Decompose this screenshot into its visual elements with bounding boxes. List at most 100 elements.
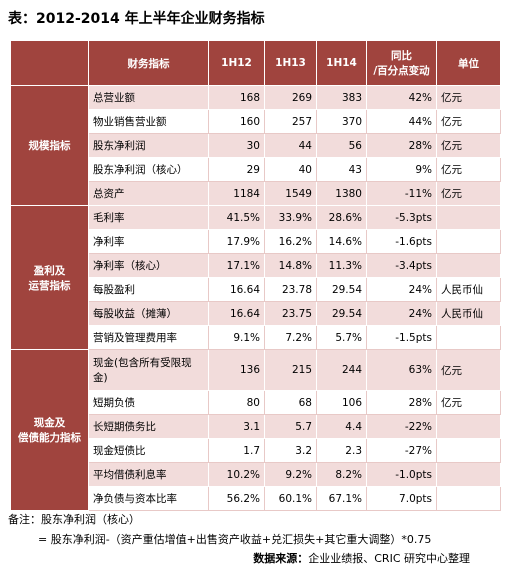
table-cell: 1549	[264, 181, 317, 206]
table-row: 长短期债务比 3.1 5.7 4.4 -22%	[11, 414, 501, 439]
table-cell: 44	[264, 133, 317, 158]
table-cell: 23.75	[264, 301, 317, 326]
header-cell: 单位	[436, 40, 501, 86]
source-text: 企业业绩报、CRIC 研究中心整理	[308, 552, 470, 565]
table-row: 净负债与资本比率 56.2% 60.1% 67.1% 7.0pts	[11, 486, 501, 511]
table-cell: 106	[316, 390, 367, 415]
header-row: 财务指标 1H12 1H13 1H14 同比 /百分点变动 单位	[10, 40, 501, 86]
table-cell: 43	[316, 157, 367, 182]
table-cell: 24%	[366, 277, 437, 302]
table-cell: 每股收益（摊薄）	[88, 301, 209, 326]
source-label: 数据来源：	[253, 552, 309, 565]
table-cell: -3.4pts	[366, 253, 437, 278]
table-row: 净利率 17.9% 16.2% 14.6% -1.6pts	[11, 229, 501, 254]
table-cell: 亿元	[436, 349, 501, 391]
table-cell: 股东净利润	[88, 133, 209, 158]
table-cell: 29	[208, 157, 265, 182]
table-cell: 现金(包含所有受限现金)	[88, 349, 209, 391]
table-cell: 244	[316, 349, 367, 391]
table-cell: 平均借债利息率	[88, 462, 209, 487]
table-cell: 长短期债务比	[88, 414, 209, 439]
table-cell: 215	[264, 349, 317, 391]
source: 数据来源：企业业绩报、CRIC 研究中心整理	[253, 550, 470, 566]
table-cell: 383	[316, 85, 367, 110]
table-cell: 5.7%	[316, 325, 367, 350]
table-cell: 净负债与资本比率	[88, 486, 209, 511]
table-cell: 28%	[366, 390, 437, 415]
table-cell	[436, 462, 501, 487]
table-cell: 亿元	[436, 109, 501, 134]
table-cell: 现金短债比	[88, 438, 209, 463]
table-cell: 7.0pts	[366, 486, 437, 511]
notes: 备注：股东净利润（核心） = 股东净利润-（资产重估增值+出售资产收益+兑汇损失…	[8, 510, 431, 550]
table-cell: 29.54	[316, 277, 367, 302]
table-cell: 17.1%	[208, 253, 265, 278]
table-cell: 29.54	[316, 301, 367, 326]
table-cell: 63%	[366, 349, 437, 391]
table-row: 股东净利润（核心） 29 40 43 9% 亿元	[11, 157, 501, 182]
table-cell: -1.5pts	[366, 325, 437, 350]
financial-table: 财务指标 1H12 1H13 1H14 同比 /百分点变动 单位 规模指标 总营业额 168 2…	[10, 40, 501, 511]
table-cell: 1.7	[208, 438, 265, 463]
group-label: 规模指标	[10, 85, 89, 206]
formula: = 股东净利润-（资产重估增值+出售资产收益+兑汇损失+其它重大调整）*0.75	[38, 533, 432, 546]
table-cell: -22%	[366, 414, 437, 439]
table-cell: 42%	[366, 85, 437, 110]
table-row: 营销及管理费用率 9.1% 7.2% 5.7% -1.5pts	[11, 325, 501, 350]
table-cell: 67.1%	[316, 486, 367, 511]
header-cell: 1H12	[208, 40, 265, 86]
table-cell: 41.5%	[208, 205, 265, 230]
table-cell: 269	[264, 85, 317, 110]
table-cell: 1380	[316, 181, 367, 206]
table-cell: 物业销售营业额	[88, 109, 209, 134]
table-body: 规模指标 总营业额 168 269 383 42% 亿元 物业销售营业额 160 257 370 44…	[10, 85, 501, 511]
table-cell: 9.2%	[264, 462, 317, 487]
table-cell: 80	[208, 390, 265, 415]
table-cell: 370	[316, 109, 367, 134]
header-cell: 1H14	[316, 40, 367, 86]
table-row: 现金短债比 1.7 3.2 2.3 -27%	[11, 438, 501, 463]
table-row: 盈利及 运营指标 毛利率 41.5% 33.9% 28.6% -5.3pts	[10, 205, 501, 350]
header-cell: 同比 /百分点变动	[366, 40, 437, 86]
table-cell: 9%	[366, 157, 437, 182]
table-cell: 9.1%	[208, 325, 265, 350]
table-cell: 7.2%	[264, 325, 317, 350]
table-cell: -5.3pts	[366, 205, 437, 230]
header-cell: 1H13	[264, 40, 317, 86]
table-row: 每股盈利 16.64 23.78 29.54 24% 人民币仙	[11, 277, 501, 302]
table-cell: 3.2	[264, 438, 317, 463]
table-cell: 136	[208, 349, 265, 391]
table-row: 净利率（核心） 17.1% 14.8% 11.3% -3.4pts	[11, 253, 501, 278]
table-cell	[436, 205, 501, 230]
table-cell	[436, 229, 501, 254]
table-cell: 1184	[208, 181, 265, 206]
table-cell: 股东净利润（核心）	[88, 157, 209, 182]
table-row: 股东净利润 30 44 56 28% 亿元	[11, 133, 501, 158]
table-cell: 16.64	[208, 277, 265, 302]
table-cell: 44%	[366, 109, 437, 134]
table-cell: 亿元	[436, 133, 501, 158]
table-cell: 每股盈利	[88, 277, 209, 302]
table-cell: 5.7	[264, 414, 317, 439]
table-cell	[436, 438, 501, 463]
header-cell	[10, 40, 89, 86]
table-cell: 8.2%	[316, 462, 367, 487]
table-cell: 亿元	[436, 85, 501, 110]
table-cell: 23.78	[264, 277, 317, 302]
table-cell	[436, 325, 501, 350]
table-cell: 16.2%	[264, 229, 317, 254]
table-cell: 17.9%	[208, 229, 265, 254]
table-cell: 总营业额	[88, 85, 209, 110]
table-row: 物业销售营业额 160 257 370 44% 亿元	[11, 109, 501, 134]
table-cell	[436, 486, 501, 511]
table-cell: 短期负债	[88, 390, 209, 415]
table-cell: -1.6pts	[366, 229, 437, 254]
table-row: 规模指标 总营业额 168 269 383 42% 亿元	[10, 85, 501, 206]
group-label: 盈利及 运营指标	[10, 205, 89, 350]
table-cell: 56	[316, 133, 367, 158]
table-cell: 56.2%	[208, 486, 265, 511]
table-row: 平均借债利息率 10.2% 9.2% 8.2% -1.0pts	[11, 462, 501, 487]
table-cell: 257	[264, 109, 317, 134]
table-row: 现金及 偿债能力指标 现金(包含所有受限现金) 136 215 244 63% 亿元	[10, 349, 501, 511]
table-cell: 营销及管理费用率	[88, 325, 209, 350]
